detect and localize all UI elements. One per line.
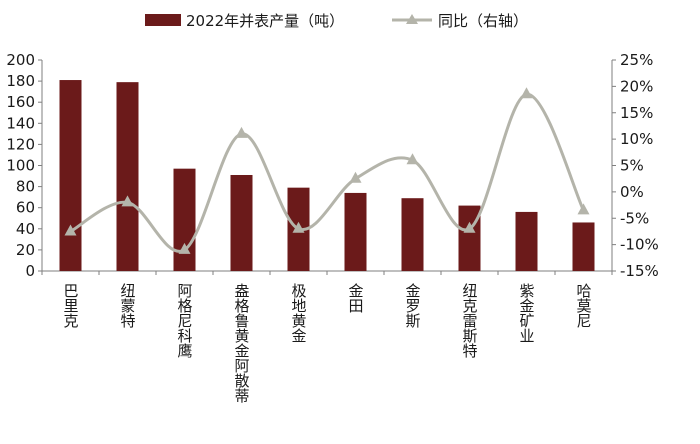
right-tick-label: 20% [620,77,653,95]
x-axis-labels: 巴里克 纽蒙特 阿格尼科鹰 盎格鲁黄金阿散蒂 极地黄金 金田 金罗斯 纽克雷斯特 紫金矿业 哈莫尼 [62,283,593,403]
yoy-point-marker [463,221,476,233]
left-tick-label: 60 [16,199,35,217]
left-tick-label: 40 [16,220,35,238]
left-tick-label: 200 [6,51,35,69]
left-tick-label: 160 [6,93,35,111]
x-category-label: 盎格鲁黄金阿散蒂 [233,283,251,403]
x-category-label: 阿格尼科鹰 [176,283,194,358]
yoy-point-marker [577,203,590,215]
x-category-label: 哈莫尼 [575,283,593,328]
x-category-label: 纽蒙特 [119,283,137,328]
bar [458,205,481,271]
right-tick-label: 15% [620,104,653,122]
yoy-point-marker [235,126,248,138]
right-tick-label: 0% [620,183,644,201]
right-tick-label: -10% [620,236,659,254]
right-tick-label: 5% [620,157,644,175]
yoy-line-path [69,92,585,253]
yoy-point-marker [178,242,191,254]
legend-bar-label: 2022年并表产量（吨） [186,12,344,30]
left-tick-label: 20 [16,241,35,259]
line-series [64,87,590,254]
legend-line-marker [406,14,418,24]
right-tick-label: -5% [620,209,649,227]
bar [116,82,139,271]
yoy-point-marker [64,224,77,236]
yoy-point-marker [292,221,305,233]
bar [173,168,196,271]
legend: 2022年并表产量（吨） 同比（右轴） [145,12,528,30]
x-category-label: 极地黄金 [290,283,308,343]
bar [515,211,538,271]
legend-bar-swatch [145,14,181,26]
left-tick-label: 100 [6,157,35,175]
right-tick-label: 25% [620,51,653,69]
axes: 0 20 40 60 80 100 120 140 160 180 200 -15% -10% -5% 0%… [6,51,658,280]
x-category-label: 紫金矿业 [518,283,536,343]
x-category-label: 纽克雷斯特 [461,283,479,358]
bar [572,222,595,271]
left-tick-label: 80 [16,178,35,196]
yoy-point-marker [406,153,419,165]
right-tick-label: 10% [620,130,653,148]
bar [59,80,82,271]
x-category-label: 金田 [347,283,365,313]
left-tick-label: 180 [6,72,35,90]
bar [401,198,424,271]
left-tick-label: 0 [25,262,35,280]
yoy-point-marker [121,195,134,207]
x-category-label: 金罗斯 [404,283,422,329]
x-category-label: 巴里克 [62,283,80,329]
left-tick-label: 140 [6,114,35,132]
bar [344,192,367,271]
left-tick-label: 120 [6,135,35,153]
right-tick-label: -15% [620,262,659,280]
legend-line-label: 同比（右轴） [438,12,528,30]
yoy-point-marker [349,171,362,183]
bar [230,174,253,271]
yoy-point-marker [520,87,533,99]
